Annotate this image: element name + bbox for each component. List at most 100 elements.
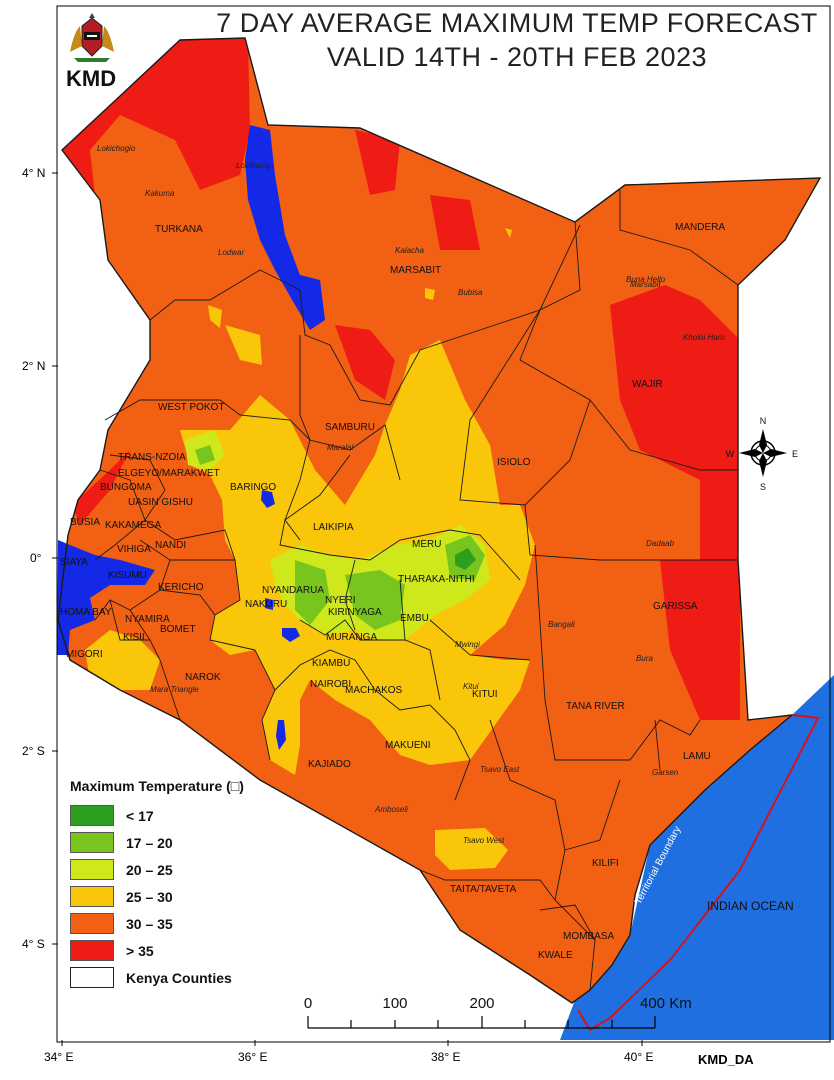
town-label: Buna Hello	[626, 275, 666, 284]
scale-bar-tick-label: 0	[304, 995, 312, 1012]
zone-25-30-islands	[208, 228, 512, 365]
territorial-boundary	[577, 714, 820, 1032]
county-label: NYAMIRA	[125, 614, 170, 625]
county-label: MIGORI	[66, 649, 103, 660]
county-label: ELGEYO/MARAKWET	[118, 468, 220, 479]
footer-credit: KMD_DA	[698, 1052, 754, 1067]
county-label: KISUMU	[108, 570, 147, 581]
ocean	[560, 675, 834, 1040]
county-label: WAJIR	[632, 379, 663, 390]
county-label: BARINGO	[230, 482, 276, 493]
legend-label: 20 – 25	[126, 861, 173, 878]
legend-item: 30 – 35	[70, 910, 300, 937]
town-labels: Lokichogio Kakuma Lodwar Lokitaung Kalacha Bu…	[97, 144, 725, 845]
lake-naivasha	[282, 628, 300, 642]
graticule-ticks	[52, 172, 643, 1046]
zone-25-30-tsavo	[435, 828, 508, 870]
lat-label-4s: 4° S	[22, 937, 45, 951]
county-label: KERICHO	[158, 582, 204, 593]
county-label: UASIN GISHU	[128, 497, 193, 508]
county-label: KAKAMEGA	[105, 520, 161, 531]
lat-label-4n: 4° N	[22, 166, 46, 180]
county-label: BUNGOMA	[100, 482, 152, 493]
county-label: KIRINYAGA	[328, 607, 382, 618]
zone-25-30-southwest	[85, 630, 160, 690]
zone-above-35-north	[355, 130, 400, 195]
town-label: Marsabit	[630, 280, 661, 289]
county-label: GARISSA	[653, 601, 698, 612]
legend-item: > 35	[70, 937, 300, 964]
lat-label-0: 0°	[30, 551, 42, 565]
county-labels: TURKANA MARSABIT MANDERA WAJIR WEST POKOT SAM…	[60, 222, 725, 961]
lon-label-34e: 34° E	[44, 1050, 74, 1064]
county-label: NAIROBI	[310, 679, 351, 690]
town-label: Lokitaung	[236, 161, 271, 170]
county-label: HOMA BAY	[60, 607, 112, 618]
county-label: NYERI	[325, 595, 356, 606]
zone-above-35-northwest	[60, 38, 250, 195]
town-label: Mara Triangle	[150, 685, 199, 694]
lon-label-38e: 38° E	[431, 1050, 461, 1064]
county-label: MURANGA	[326, 632, 377, 643]
county-label: MAKUENI	[385, 740, 431, 751]
scale-bar-tick-label: 100	[382, 995, 407, 1012]
county-label: SIAYA	[60, 557, 88, 568]
legend-item: 17 – 20	[70, 829, 300, 856]
scale-bar-end-label: 400 Km	[640, 995, 692, 1012]
legend-swatch	[70, 913, 114, 934]
compass-letter: E	[792, 449, 798, 459]
town-label: Kakuma	[145, 189, 175, 198]
town-label: Lokichogio	[97, 144, 136, 153]
county-label: KIAMBU	[312, 658, 350, 669]
county-label: KWALE	[538, 950, 573, 961]
lat-label-2s: 2° S	[22, 744, 45, 758]
zone-above-35-east	[610, 285, 740, 720]
town-label: Tsavo East	[480, 765, 520, 774]
legend-swatch	[70, 859, 114, 880]
lake-victoria	[57, 540, 155, 655]
county-label: ISIOLO	[497, 457, 531, 468]
lon-label-36e: 36° E	[238, 1050, 268, 1064]
legend-item: < 17	[70, 802, 300, 829]
legend-swatch	[70, 805, 114, 826]
county-label: NANDI	[155, 540, 186, 551]
town-label: Kholoi Haro	[683, 333, 725, 342]
county-label: KISII	[123, 632, 145, 643]
lake-turkana	[245, 125, 325, 330]
county-label: WEST POKOT	[158, 402, 225, 413]
legend-swatch	[70, 832, 114, 853]
county-label: BOMET	[160, 624, 196, 635]
lake-baringo	[261, 490, 275, 508]
agency-label: KMD	[66, 66, 117, 91]
county-label: MOMBASA	[563, 931, 614, 942]
legend-label: > 35	[126, 942, 154, 959]
map-title-line2: VALID 14TH - 20TH FEB 2023	[326, 42, 708, 72]
county-label: NYANDARUA	[262, 585, 324, 596]
county-label: TAITA/TAVETA	[450, 884, 517, 895]
legend-title: Maximum Temperature (□)	[70, 778, 244, 794]
legend-label: < 17	[126, 807, 154, 824]
legend-item-counties: Kenya Counties	[70, 964, 300, 991]
town-label: Kalacha	[395, 246, 424, 255]
county-label: VIHIGA	[117, 544, 151, 555]
compass-letter: W	[726, 449, 735, 459]
neat-line	[56, 5, 831, 1043]
county-label: BUSIA	[70, 517, 100, 528]
county-label: MERU	[412, 539, 441, 550]
county-label: NAKURU	[245, 599, 287, 610]
town-label: Kitui	[463, 682, 479, 691]
scale-bar-tick-label: 200	[469, 995, 494, 1012]
county-label: KAJIADO	[308, 759, 351, 770]
town-label: Bangali	[548, 620, 575, 629]
compass-rose	[739, 429, 787, 477]
zone-above-35-kalacha	[430, 195, 480, 250]
zone-17-20-aberdares	[295, 560, 330, 625]
compass-letter: S	[760, 482, 766, 492]
legend-item: 25 – 30	[70, 883, 300, 910]
kenya-coat-of-arms-icon	[70, 13, 114, 62]
county-label: LAMU	[683, 751, 711, 762]
town-label: Maralal	[327, 443, 353, 452]
county-label: KITUI	[472, 689, 498, 700]
county-label: TANA RIVER	[566, 701, 625, 712]
